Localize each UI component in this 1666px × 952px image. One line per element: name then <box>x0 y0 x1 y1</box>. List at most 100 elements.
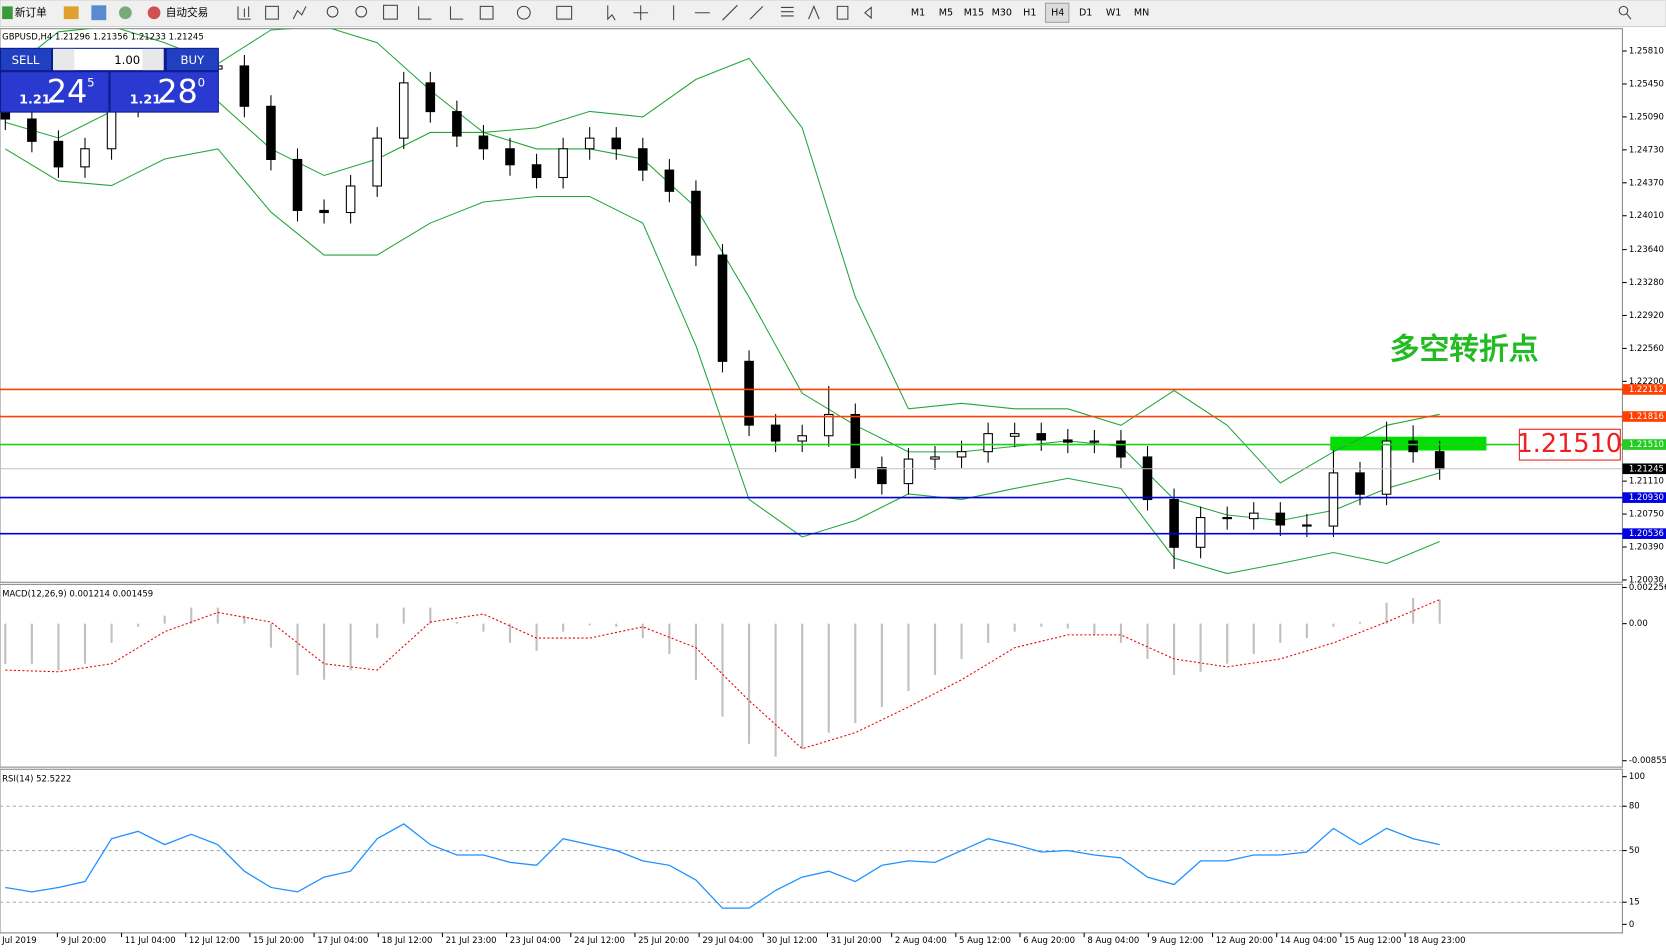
rsi-line <box>5 823 1440 909</box>
candle-body <box>691 190 701 256</box>
search-icon[interactable] <box>1618 5 1629 16</box>
line-icon[interactable] <box>292 6 307 20</box>
timeframe-button[interactable]: H1 <box>1023 7 1036 18</box>
timeframe-button[interactable]: M5 <box>939 7 953 18</box>
candle-body <box>1195 517 1206 548</box>
auto-trading-button[interactable]: 自动交易 <box>166 6 208 19</box>
candle-body <box>1355 472 1365 495</box>
macd-bar <box>296 623 299 675</box>
macd-bar <box>163 615 166 624</box>
y-tick-label: 1.20390 <box>1629 543 1664 553</box>
level-tag <box>1622 384 1666 395</box>
new-order-icon[interactable] <box>2 6 13 20</box>
candle-body <box>239 65 250 107</box>
y-tick-label: 1.23280 <box>1629 278 1664 288</box>
buy-button[interactable] <box>166 48 218 71</box>
timeframe-button[interactable]: MN <box>1134 7 1149 18</box>
timeframe-button[interactable]: M1 <box>911 7 925 18</box>
template-icon[interactable] <box>556 5 573 20</box>
scroll-icon[interactable] <box>418 6 464 20</box>
buy-label[interactable]: BUY <box>180 53 205 67</box>
timeframe-button[interactable]: M30 <box>992 7 1012 18</box>
zoom-in-icon[interactable] <box>326 5 339 18</box>
candle-body <box>797 435 807 442</box>
tool-icon[interactable] <box>119 6 132 20</box>
bar-chart-icon[interactable] <box>237 6 251 20</box>
candle-body <box>983 433 993 453</box>
candle-body <box>478 135 489 150</box>
draw-icon[interactable] <box>633 4 738 21</box>
x-tick-label: 17 Jul 04:00 <box>317 936 368 946</box>
arrow-icon[interactable] <box>864 6 872 20</box>
toolbar-bg <box>0 0 1666 28</box>
timeframe-button[interactable]: D1 <box>1079 7 1092 18</box>
timeframe-button[interactable]: M15 <box>964 7 984 18</box>
macd-bar <box>1385 602 1388 624</box>
macd-bar <box>854 623 857 724</box>
auto-trading-icon[interactable] <box>147 6 161 20</box>
candle-body <box>266 105 276 160</box>
macd-bar <box>30 623 33 664</box>
sell-button[interactable] <box>1 48 51 71</box>
text-icon[interactable] <box>808 4 849 20</box>
candle-body <box>398 82 409 139</box>
candle-body <box>53 140 64 168</box>
cursor-icon[interactable] <box>607 5 616 21</box>
macd-bar <box>562 623 565 632</box>
lots-value[interactable]: 1.00 <box>114 53 140 67</box>
macd-bar <box>323 623 326 680</box>
y-tick-label: 1.24010 <box>1629 211 1664 221</box>
x-tick-label: 15 Aug 12:00 <box>1344 936 1401 946</box>
macd-bar <box>376 623 379 639</box>
one-click-panel: SELL 1.00 BUY 1.21 24 5 1.21 28 0 <box>0 47 219 113</box>
x-tick-label: Jul 2019 <box>1 936 37 946</box>
timeframe-button[interactable]: H4 <box>1051 7 1064 18</box>
sell-label[interactable]: SELL <box>12 53 40 67</box>
macd-frame <box>0 583 1623 768</box>
buy-price-box[interactable] <box>110 72 218 112</box>
tool-icon[interactable] <box>63 6 79 20</box>
macd-bar <box>907 623 910 691</box>
lots-input[interactable] <box>53 48 164 71</box>
macd-bar <box>588 623 591 626</box>
x-tick-label: 29 Jul 04:00 <box>702 936 753 946</box>
candle-icon[interactable] <box>265 5 279 20</box>
macd-bar <box>1040 623 1043 627</box>
macd-bar <box>880 623 883 708</box>
level-label: 1.21816 <box>1629 412 1664 422</box>
x-tick-label: 9 Aug 12:00 <box>1152 936 1204 946</box>
lots-up[interactable] <box>142 48 164 71</box>
new-order-button[interactable]: 新订单 <box>15 6 47 19</box>
macd-bar <box>535 623 538 651</box>
macd-bar <box>1013 623 1016 632</box>
main-chart <box>0 28 1623 575</box>
macd-bar <box>402 607 405 624</box>
lots-down[interactable] <box>53 48 75 71</box>
sell-price-box[interactable] <box>1 72 109 112</box>
level-tag <box>1622 492 1666 503</box>
macd-bar <box>1438 599 1441 624</box>
fibo-icon[interactable] <box>749 5 794 20</box>
macd-bar <box>933 623 937 675</box>
candle-body <box>1302 524 1312 527</box>
tool-icon[interactable] <box>91 5 107 21</box>
tile-icon[interactable] <box>383 4 398 20</box>
macd-bar <box>1332 623 1335 627</box>
candle-body <box>1381 440 1392 495</box>
active-timeframe <box>1044 2 1070 23</box>
axes: 1.25810 1.25450 1.25090 1.24730 1.24370 1.240… <box>1 47 1666 946</box>
sell-price-main: 24 <box>47 73 88 111</box>
timeframe-button[interactable]: W1 <box>1106 7 1122 18</box>
y-tick-label: 1.20030 <box>1629 575 1664 585</box>
candle-body <box>1275 512 1286 526</box>
macd-bar <box>482 623 485 632</box>
candle-body <box>664 169 675 192</box>
candle-body <box>1036 433 1047 441</box>
macd-bar <box>216 607 219 624</box>
period-icon[interactable] <box>516 5 531 20</box>
macd-bar <box>1226 623 1229 664</box>
indicator-icon[interactable] <box>479 5 494 20</box>
candle-body <box>372 137 382 187</box>
x-tick-label: 5 Aug 12:00 <box>959 936 1011 946</box>
zoom-out-icon[interactable] <box>355 5 368 18</box>
